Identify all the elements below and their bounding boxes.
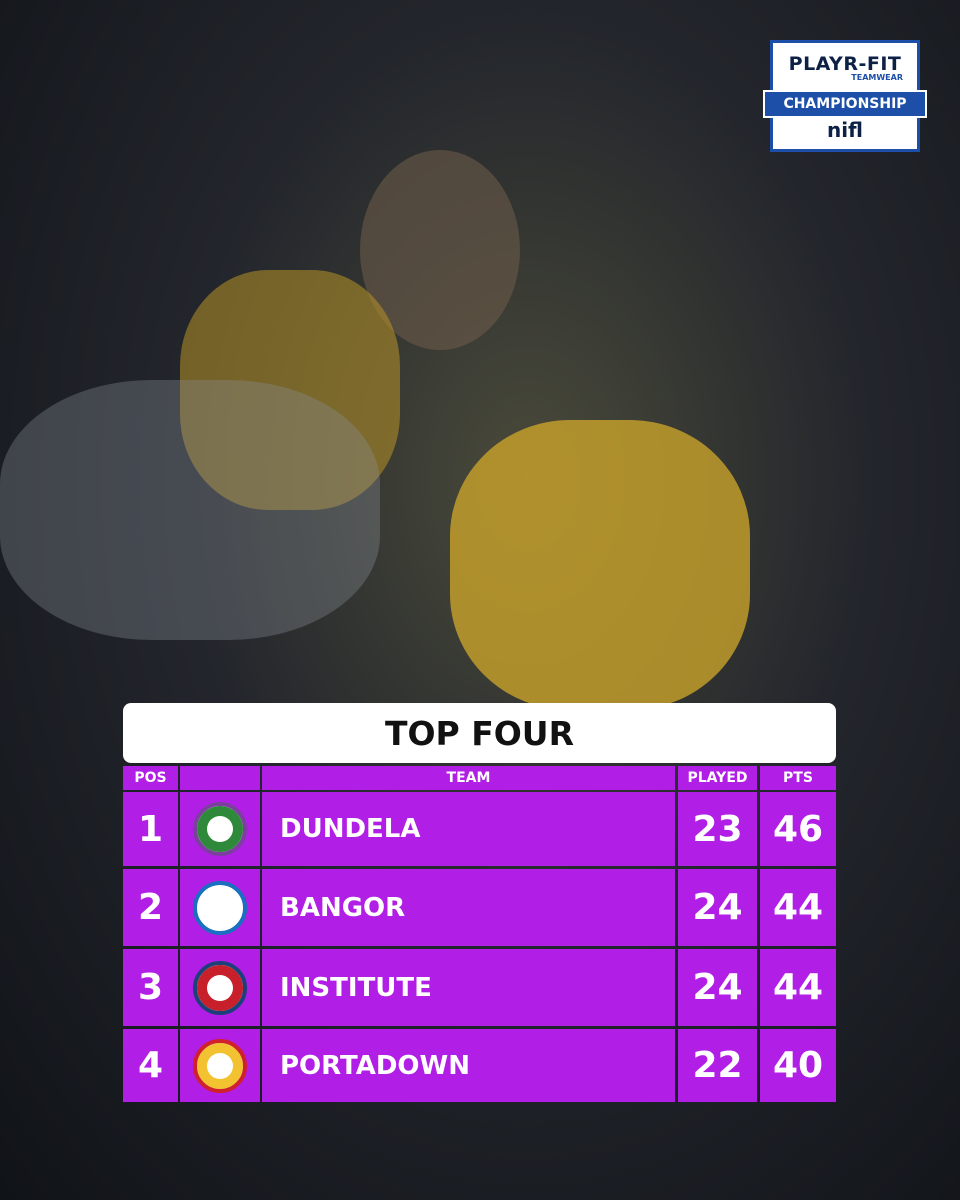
logo-league: nifl	[827, 118, 863, 142]
header-cell: TEAM	[262, 766, 675, 790]
header-cell: PTS	[760, 766, 836, 790]
played: 24	[678, 949, 757, 1026]
team-name: BANGOR	[262, 869, 675, 946]
points: 44	[760, 869, 836, 946]
logo-brand: PLAYR-FIT	[788, 53, 902, 75]
played: 23	[678, 792, 757, 866]
photo-figure	[450, 420, 750, 710]
photo-figure	[0, 380, 380, 640]
team-name: DUNDELA	[262, 792, 675, 866]
photo-figure	[180, 270, 400, 510]
points: 40	[760, 1029, 836, 1102]
position: 2	[123, 869, 178, 946]
sponsor-logo: PLAYR-FIT TEAMWEAR CHAMPIONSHIP nifl	[763, 40, 927, 152]
position: 4	[123, 1029, 178, 1102]
team-name: INSTITUTE	[262, 949, 675, 1026]
played: 24	[678, 869, 757, 946]
crest-cell	[180, 949, 260, 1026]
header-cell: POS	[123, 766, 178, 790]
crest-cell	[180, 869, 260, 946]
crest-cell	[180, 1029, 260, 1102]
points: 46	[760, 792, 836, 866]
team-crest	[193, 880, 247, 935]
team-crest	[193, 802, 247, 856]
logo-tagline: TEAMWEAR	[851, 73, 903, 82]
team-crest	[193, 960, 247, 1015]
header-cell	[180, 766, 260, 790]
logo-competition: CHAMPIONSHIP	[763, 90, 927, 118]
crest-cell	[180, 792, 260, 866]
points: 44	[760, 949, 836, 1026]
position: 3	[123, 949, 178, 1026]
header-cell: PLAYED	[678, 766, 757, 790]
team-crest	[193, 1038, 247, 1093]
position: 1	[123, 792, 178, 866]
team-name: PORTADOWN	[262, 1029, 675, 1102]
played: 22	[678, 1029, 757, 1102]
table-title: TOP FOUR	[123, 703, 836, 763]
